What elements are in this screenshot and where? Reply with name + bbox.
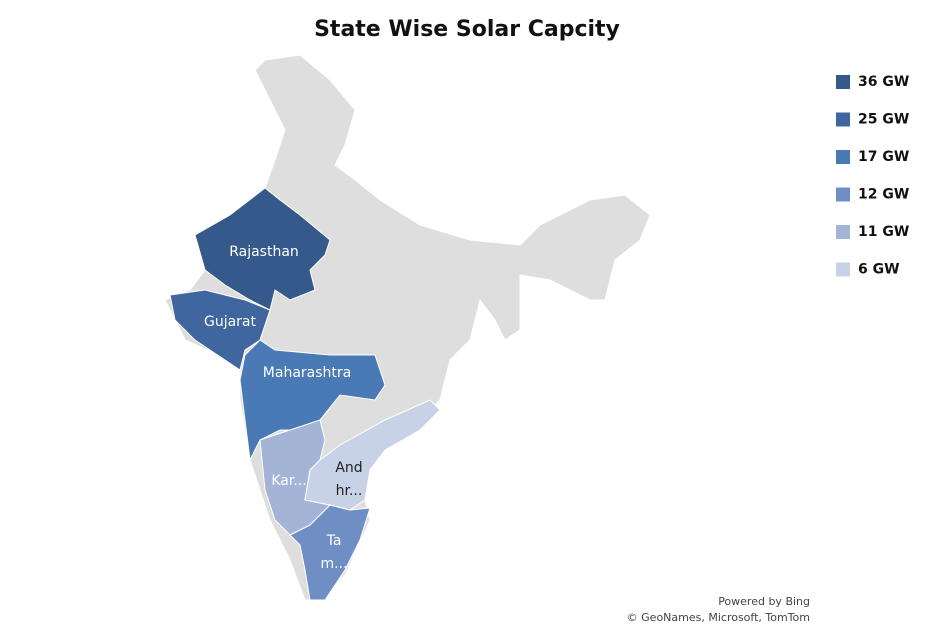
legend-label: 6 GW	[858, 262, 900, 278]
region	[194, 187, 331, 311]
region-label: hr...	[336, 483, 363, 499]
legend-swatch	[836, 262, 850, 277]
legend-label: 36 GW	[858, 74, 909, 90]
legend-label: 17 GW	[858, 149, 909, 165]
legend-label: 25 GW	[858, 112, 909, 128]
region-label: Rajasthan	[229, 244, 299, 260]
region-label: m...	[321, 556, 348, 572]
attribution: Powered by Bing	[718, 595, 810, 608]
region-label: Kar...	[271, 473, 306, 489]
chart-title: State Wise Solar Capcity	[314, 17, 620, 42]
legend-swatch	[836, 187, 850, 202]
region-label: Maharashtra	[263, 365, 351, 381]
legend-swatch	[836, 112, 850, 127]
legend-swatch	[836, 75, 850, 89]
region-label: Ta	[326, 533, 342, 549]
region-label: Gujarat	[204, 314, 257, 330]
region-label: And	[335, 460, 362, 476]
attribution: © GeoNames, Microsoft, TomTom	[627, 611, 810, 624]
legend-swatch	[836, 150, 850, 164]
legend-label: 11 GW	[858, 224, 909, 240]
legend-label: 12 GW	[858, 187, 909, 203]
region	[304, 399, 441, 511]
legend-swatch	[836, 225, 850, 239]
region	[169, 289, 271, 371]
